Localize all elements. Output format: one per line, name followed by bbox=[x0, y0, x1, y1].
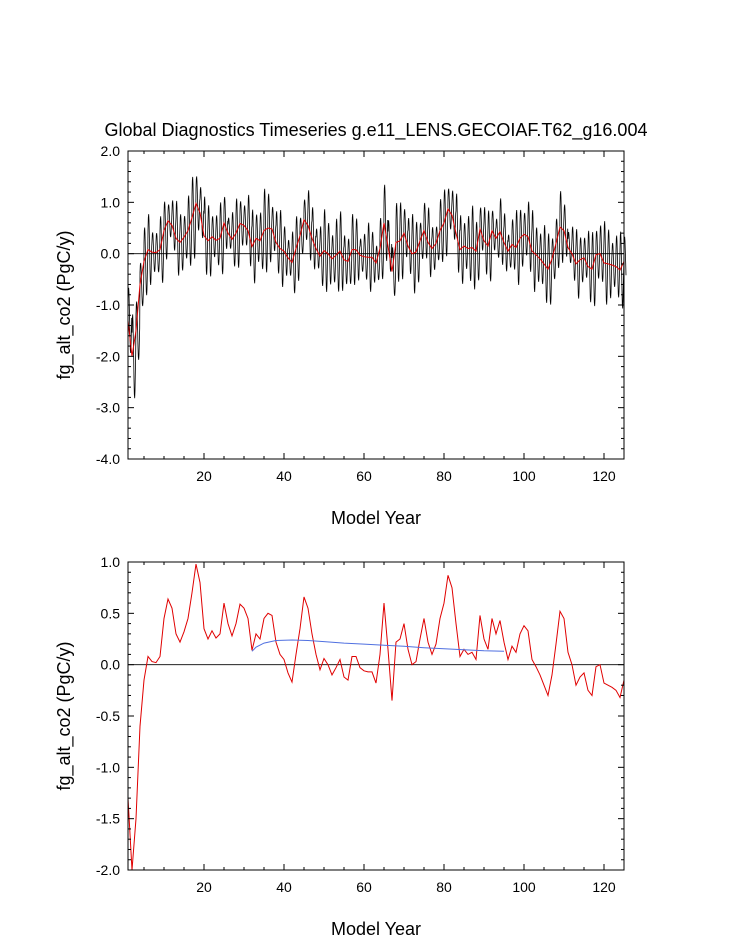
top-x-tick-label: 80 bbox=[436, 468, 452, 484]
bottom-y-axis-label: fg_alt_co2 (PgC/y) bbox=[54, 641, 75, 790]
top-x-tick-label: 60 bbox=[356, 468, 372, 484]
top-series-annual-mean bbox=[127, 201, 625, 357]
chart-title: Global Diagnostics Timeseries g.e11_LENS… bbox=[105, 120, 648, 141]
bottom-y-tick-label: 1.0 bbox=[101, 554, 121, 570]
top-panel-frame bbox=[127, 150, 625, 460]
bottom-panel-series bbox=[127, 563, 625, 871]
bottom-y-tick-label: -2.0 bbox=[96, 862, 120, 878]
bottom-x-tick-label: 60 bbox=[356, 879, 372, 895]
top-x-tick-label: 40 bbox=[276, 468, 292, 484]
bottom-x-axis-label: Model Year bbox=[331, 919, 421, 939]
top-y-tick-label: -2.0 bbox=[96, 348, 120, 364]
bottom-y-tick-label: 0.0 bbox=[101, 657, 121, 673]
top-y-tick-label: 1.0 bbox=[101, 194, 121, 210]
bottom-y-tick-label: -1.5 bbox=[96, 811, 120, 827]
bottom-x-tick-label: 100 bbox=[512, 879, 536, 895]
top-panel-series bbox=[127, 176, 627, 399]
bottom-y-tick-label: -0.5 bbox=[96, 708, 120, 724]
top-x-tick-label: 20 bbox=[196, 468, 212, 484]
top-y-tick-label: 2.0 bbox=[101, 143, 121, 159]
top-series-monthly bbox=[127, 176, 627, 399]
bottom-x-tick-label: 20 bbox=[196, 879, 212, 895]
top-panel-ticks: 20 40 60 80 100 120 -4.0 -3.0 -2.0 -1.0 0.0 1.0 2.0 bbox=[96, 143, 625, 484]
top-y-tick-label: -1.0 bbox=[96, 297, 120, 313]
top-x-axis-label: Model Year bbox=[331, 508, 421, 528]
top-y-tick-label: -4.0 bbox=[96, 451, 120, 467]
top-y-axis-label: fg_alt_co2 (PgC/y) bbox=[54, 230, 75, 379]
bottom-panel-ticks: 20 40 60 80 100 120 -2.0 -1.5 -1.0 -0.5 0.0 0.5 1.0 bbox=[96, 554, 625, 895]
top-panel: 20 40 60 80 100 120-4.0-3.0-2.0-1.00.01.02.0 … bbox=[54, 143, 627, 528]
top-y-tick-label: -3.0 bbox=[96, 400, 120, 416]
bottom-x-tick-label: 40 bbox=[276, 879, 292, 895]
top-y-tick-label: 0.0 bbox=[101, 246, 121, 262]
bottom-series-running-mean bbox=[251, 639, 505, 652]
bottom-series-annual-mean bbox=[127, 563, 625, 871]
bottom-panel: 20 40 60 80 100 120-2.0-1.5-1.0-0.50.00.51.0 … bbox=[54, 554, 625, 939]
bottom-y-tick-label: 0.5 bbox=[101, 605, 121, 621]
bottom-x-tick-label: 120 bbox=[592, 879, 616, 895]
top-x-tick-label: 100 bbox=[512, 468, 536, 484]
bottom-y-tick-label: -1.0 bbox=[96, 759, 120, 775]
top-x-tick-label: 120 bbox=[592, 468, 616, 484]
bottom-x-tick-label: 80 bbox=[436, 879, 452, 895]
